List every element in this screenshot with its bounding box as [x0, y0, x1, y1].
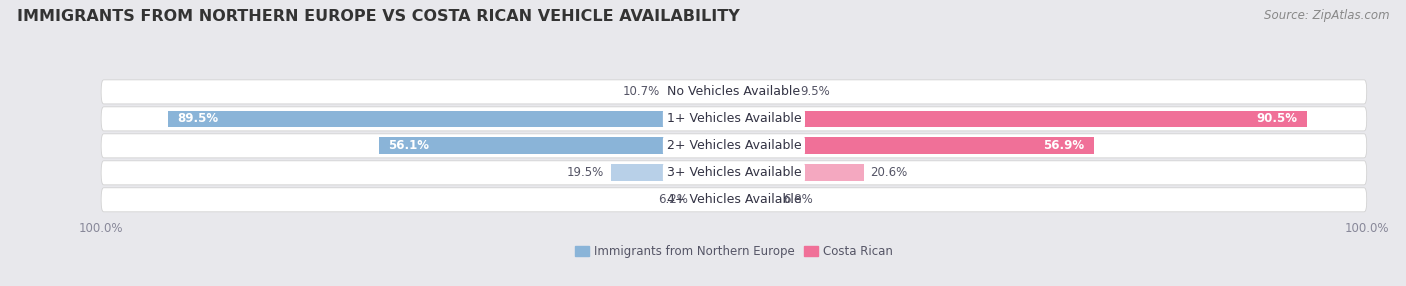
FancyBboxPatch shape: [101, 107, 1367, 131]
Bar: [734, 164, 865, 181]
Bar: [734, 138, 1094, 154]
FancyBboxPatch shape: [101, 80, 1367, 104]
Text: 10.7%: 10.7%: [623, 86, 659, 98]
Bar: [734, 191, 778, 208]
Bar: [734, 84, 794, 100]
Text: 9.5%: 9.5%: [800, 86, 830, 98]
Text: 3+ Vehicles Available: 3+ Vehicles Available: [666, 166, 801, 179]
Text: 56.1%: 56.1%: [388, 139, 429, 152]
Text: 2+ Vehicles Available: 2+ Vehicles Available: [666, 139, 801, 152]
Text: No Vehicles Available: No Vehicles Available: [668, 86, 800, 98]
Text: 20.6%: 20.6%: [870, 166, 908, 179]
Bar: [610, 164, 734, 181]
Legend: Immigrants from Northern Europe, Costa Rican: Immigrants from Northern Europe, Costa R…: [571, 241, 897, 263]
Bar: [695, 191, 734, 208]
Text: 19.5%: 19.5%: [567, 166, 605, 179]
FancyBboxPatch shape: [101, 188, 1367, 212]
Text: 4+ Vehicles Available: 4+ Vehicles Available: [666, 193, 801, 206]
Text: Source: ZipAtlas.com: Source: ZipAtlas.com: [1264, 9, 1389, 21]
Text: 56.9%: 56.9%: [1043, 139, 1084, 152]
Bar: [167, 110, 734, 127]
Bar: [666, 84, 734, 100]
FancyBboxPatch shape: [101, 161, 1367, 185]
Text: 89.5%: 89.5%: [177, 112, 218, 125]
Text: IMMIGRANTS FROM NORTHERN EUROPE VS COSTA RICAN VEHICLE AVAILABILITY: IMMIGRANTS FROM NORTHERN EUROPE VS COSTA…: [17, 9, 740, 23]
Bar: [380, 138, 734, 154]
Text: 6.8%: 6.8%: [783, 193, 813, 206]
Text: 1+ Vehicles Available: 1+ Vehicles Available: [666, 112, 801, 125]
Text: 90.5%: 90.5%: [1256, 112, 1298, 125]
Text: 6.2%: 6.2%: [658, 193, 689, 206]
Bar: [734, 110, 1306, 127]
FancyBboxPatch shape: [101, 134, 1367, 158]
